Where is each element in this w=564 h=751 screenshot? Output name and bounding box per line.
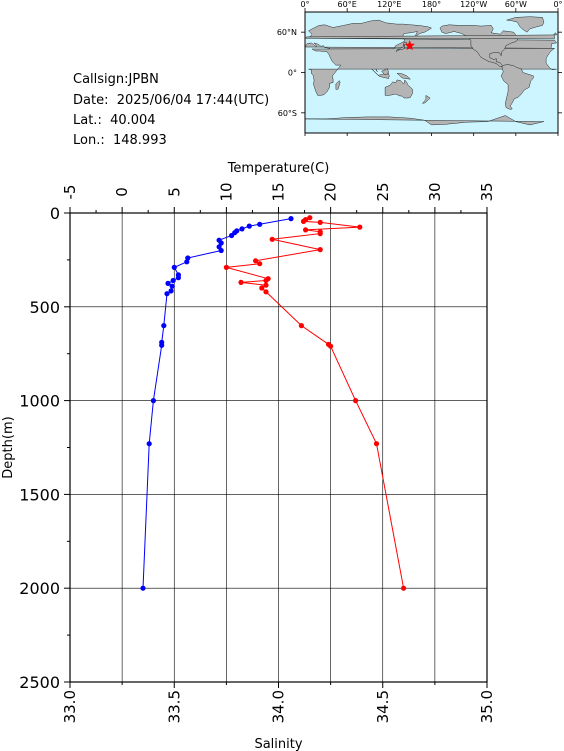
temperature-profile-line: [142, 218, 292, 589]
temperature-data-point: [161, 323, 167, 329]
temperature-data-point: [159, 342, 165, 348]
temperature-tick-label: 0: [113, 187, 131, 197]
salinity-data-point: [263, 289, 269, 295]
temperature-tick-label: 20: [322, 182, 340, 201]
salinity-data-point: [298, 323, 304, 329]
temperature-data-point: [168, 288, 174, 294]
salinity-profile-line: [226, 217, 405, 589]
salinity-data-point: [357, 224, 363, 230]
temperature-tick-label: 10: [217, 182, 235, 201]
salinity-data-point: [401, 585, 407, 591]
temperature-data-point: [171, 264, 177, 270]
chart-grid: [69, 212, 488, 683]
salinity-tick-label: 33.5: [165, 690, 183, 723]
temperature-data-point: [165, 280, 171, 286]
salinity-data-point: [263, 282, 269, 288]
temperature-axis-label: Temperature(C): [227, 161, 330, 176]
temperature-data-point: [218, 247, 224, 254]
temperature-data-point: [140, 585, 146, 591]
temperature-data-point: [175, 275, 181, 281]
salinity-data-point: [259, 285, 265, 291]
longitude-text: Lon.: 148.993: [73, 133, 167, 148]
depth-tick-label: 2500: [19, 673, 60, 692]
salinity-data-point: [317, 231, 323, 237]
salinity-data-point: [373, 441, 380, 447]
salinity-data-point: [257, 261, 263, 267]
salinity-tick-label: 34.0: [270, 690, 288, 723]
temperature-tick-label: 30: [426, 182, 444, 201]
depth-tick-label: 1000: [19, 392, 60, 411]
salinity-data-point: [263, 277, 269, 284]
latitude-text: Lat.: 40.004: [73, 113, 156, 128]
salinity-data-point: [269, 236, 275, 242]
date-text: Date: 2025/06/04 17:44(UTC): [73, 93, 270, 108]
temperature-data-point: [164, 291, 170, 297]
temperature-data-point: [257, 221, 263, 227]
salinity-data-point: [353, 398, 359, 404]
temperature-tick-label: 35: [478, 182, 496, 201]
salinity-data-point: [300, 218, 307, 224]
temperature-data-point: [288, 216, 294, 222]
temperature-data-point: [170, 277, 176, 284]
salinity-data-point: [317, 247, 323, 253]
temperature-tick-label: -5: [61, 185, 79, 200]
temperature-tick-label: 15: [270, 182, 288, 201]
temperature-data-point: [218, 240, 224, 246]
temperature-data-point: [184, 259, 190, 265]
temperature-data-point: [229, 232, 235, 239]
salinity-data-point: [223, 264, 229, 270]
temperature-data-point: [246, 223, 252, 229]
salinity-tick-label: 35.0: [478, 690, 496, 723]
temperature-data-point: [239, 226, 245, 232]
salinity-data-point: [253, 258, 259, 264]
salinity-data-point: [317, 219, 323, 225]
temperature-tick-label: 5: [165, 187, 183, 197]
temperature-data-point: [150, 398, 156, 404]
callsign-text: Callsign:JPBN: [73, 72, 159, 87]
depth-tick-label: 0: [50, 204, 60, 223]
temperature-tick-label: 25: [374, 182, 392, 201]
salinity-data-point: [238, 279, 244, 285]
depth-axis-label: Depth(m): [1, 416, 16, 478]
depth-tick-label: 1500: [19, 485, 60, 504]
salinity-tick-label: 34.5: [374, 690, 392, 723]
temperature-data-point: [169, 283, 175, 289]
salinity-data-point: [303, 227, 309, 233]
salinity-tick-label: 33.0: [61, 690, 79, 723]
salinity-data-point: [328, 343, 334, 349]
salinity-data-point: [307, 215, 313, 221]
depth-tick-label: 2000: [19, 579, 60, 598]
depth-tick-label: 500: [29, 298, 60, 317]
salinity-axis-label: Salinity: [254, 737, 302, 751]
temperature-data-point: [146, 441, 152, 447]
